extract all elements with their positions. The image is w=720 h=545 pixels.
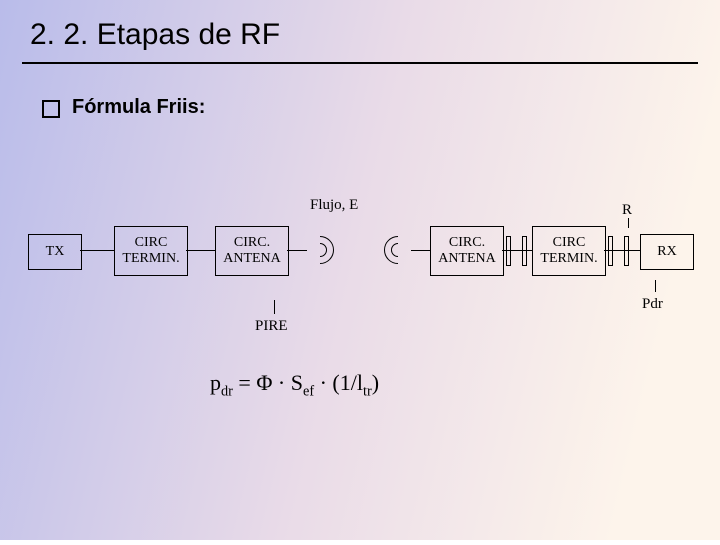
block-rx: RX (640, 234, 694, 270)
r-label: R (622, 202, 632, 219)
connector-2 (287, 250, 307, 251)
antenna-arc (320, 243, 327, 257)
subtitle: Fórmula Friis: (72, 96, 205, 119)
pire-label: PIRE (255, 318, 288, 335)
friis-formula: pdr = Φ · Sef · (1/ltr) (210, 370, 379, 400)
bullet-square-icon (42, 100, 60, 118)
block-circ-antena-left: CIRC.ANTENA (215, 226, 289, 276)
block-circ-antena-right: CIRC.ANTENA (430, 226, 504, 276)
title-underline (22, 62, 698, 64)
match-stub-1 (522, 236, 527, 266)
match-stub-3 (624, 236, 629, 266)
flujo-label: Flujo, E (310, 197, 358, 214)
connector-3 (411, 250, 430, 251)
pire-tick (274, 300, 275, 314)
pdr-label: Pdr (642, 296, 663, 313)
block-tx: TX (28, 234, 82, 270)
r-tick (628, 218, 629, 228)
connector-0 (80, 250, 114, 251)
block-circ-termin-left: CIRCTERMIN. (114, 226, 188, 276)
connector-1 (186, 250, 215, 251)
match-stub-2 (608, 236, 613, 266)
page-title: 2. 2. Etapas de RF (30, 18, 280, 52)
block-circ-termin-right: CIRCTERMIN. (532, 226, 606, 276)
antenna-arc (391, 243, 398, 257)
pdr-tick (655, 280, 656, 292)
match-stub-0 (506, 236, 511, 266)
